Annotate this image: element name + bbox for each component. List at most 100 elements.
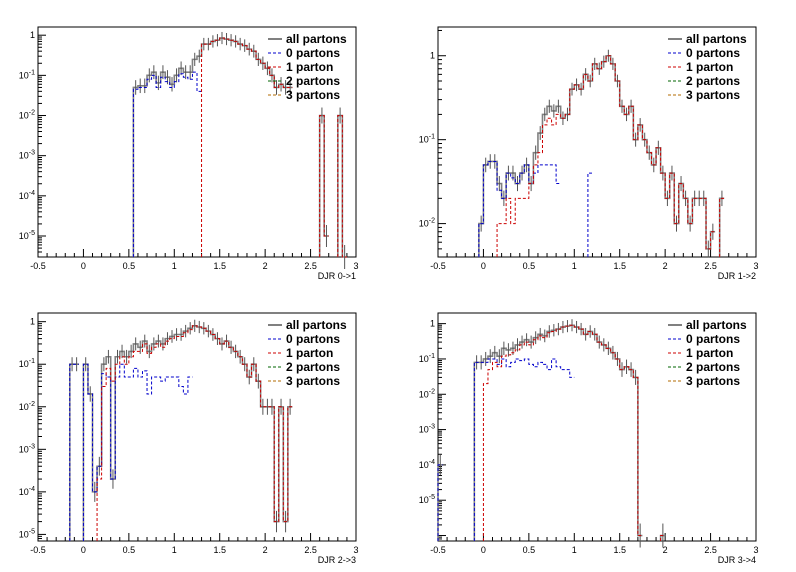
legend-label: 2 partons xyxy=(686,74,740,88)
y-tick-label: 10-5 xyxy=(419,494,435,505)
series-line xyxy=(478,160,593,257)
chart-panel-1: -0.5 0 0.5 1 1.5 2 2.5 3 10-5 10-4 10-3 10-2 10-1 1 DJ… xyxy=(19,26,359,281)
y-tick-label: 10-4 xyxy=(419,459,435,470)
series-line xyxy=(201,37,347,258)
y-tick-label: 10-1 xyxy=(419,353,435,364)
series-1-parton xyxy=(201,37,347,258)
legend-label: 2 partons xyxy=(286,360,340,374)
series-1-parton xyxy=(496,55,725,257)
y-tick-label: 10-2 xyxy=(419,388,435,399)
y-tick-label: 10-4 xyxy=(19,190,35,201)
x-tick-label: 2.5 xyxy=(304,261,317,271)
y-tick-label: 10-2 xyxy=(19,401,35,412)
y-tick-label: 1 xyxy=(30,30,35,40)
legend-label: 0 partons xyxy=(286,332,340,346)
series-0-partons xyxy=(437,358,575,541)
x-tick-label: 3 xyxy=(753,545,758,555)
x-tick-label: 0.5 xyxy=(523,545,536,555)
x-tick-label: 1 xyxy=(172,261,177,271)
plot-frame xyxy=(437,312,757,542)
x-tick-label: 1.5 xyxy=(213,545,226,555)
series-line xyxy=(437,324,666,541)
legend-label: 2 partons xyxy=(686,360,740,374)
series-line xyxy=(69,363,193,541)
legend-label: 0 partons xyxy=(686,332,740,346)
x-tick-label: -0.5 xyxy=(430,261,446,271)
legend-label: 0 partons xyxy=(686,46,740,60)
x-tick-label: 0 xyxy=(481,261,486,271)
legend-label: 1 parton xyxy=(686,60,733,74)
x-tick-label: 3 xyxy=(353,545,358,555)
y-tick-label: 1 xyxy=(430,319,435,329)
chart-panel-4: -0.5 0 0.5 1 1.5 2 2.5 3 10-5 10-4 10-3 10-2 10-1 1 DJ… xyxy=(419,312,759,565)
series-1-parton xyxy=(482,324,666,541)
series-line xyxy=(482,324,666,541)
series-line xyxy=(437,358,575,541)
x-axis-title: DJR 2->3 xyxy=(318,555,356,565)
legend-label: 1 parton xyxy=(286,346,333,360)
series-0-partons xyxy=(69,363,193,541)
y-tick-label: 1 xyxy=(430,51,435,61)
series-line xyxy=(69,325,293,541)
x-tick-label: 1.5 xyxy=(613,545,626,555)
legend-label: all partons xyxy=(286,32,347,46)
x-tick-label: -0.5 xyxy=(430,545,446,555)
series-0-partons xyxy=(478,160,593,257)
x-tick-label: 1.5 xyxy=(213,261,226,271)
x-tick-label: 0.5 xyxy=(123,261,136,271)
x-tick-label: 2 xyxy=(663,545,668,555)
x-tick-label: 2.5 xyxy=(704,261,717,271)
x-tick-label: -0.5 xyxy=(30,545,46,555)
legend-label: 3 partons xyxy=(286,374,340,388)
x-tick-label: 2 xyxy=(663,261,668,271)
y-tick-label: 10-5 xyxy=(19,230,35,241)
series-line xyxy=(496,55,725,257)
legend-label: 3 partons xyxy=(686,374,740,388)
x-tick-label: 0 xyxy=(81,261,86,271)
plot-frame xyxy=(37,26,357,258)
series-0-partons xyxy=(132,71,202,257)
y-tick-label: 10-5 xyxy=(19,528,35,539)
y-tick-label: 10-2 xyxy=(419,218,435,229)
series-1-parton xyxy=(96,325,293,541)
chart-panel-2: -0.5 0 0.5 1 1.5 2 2.5 3 10-2 10-1 1 DJR 1->2 all pa… xyxy=(419,26,759,281)
x-axis-title: DJR 0->1 xyxy=(318,271,356,281)
y-tick-label: 10-4 xyxy=(19,486,35,497)
y-tick-label: 10-1 xyxy=(19,69,35,80)
x-tick-label: 0 xyxy=(481,545,486,555)
y-tick-label: 10-3 xyxy=(419,424,435,435)
series-line xyxy=(132,71,202,257)
series-all-partons xyxy=(437,319,666,548)
x-tick-label: 2.5 xyxy=(704,545,717,555)
x-tick-label: 2 xyxy=(263,545,268,555)
plot-frame xyxy=(37,312,357,542)
legend-label: 0 partons xyxy=(286,46,340,60)
legend-label: 1 parton xyxy=(686,346,733,360)
legend-label: all partons xyxy=(686,32,747,46)
x-tick-label: 0.5 xyxy=(123,545,136,555)
x-tick-label: 3 xyxy=(353,261,358,271)
x-tick-label: -0.5 xyxy=(30,261,46,271)
y-tick-label: 10-3 xyxy=(19,443,35,454)
legend-label: 2 partons xyxy=(286,74,340,88)
legend-label: 3 partons xyxy=(286,88,340,102)
x-axis-title: DJR 1->2 xyxy=(718,271,756,281)
series-all-partons xyxy=(69,319,293,541)
x-tick-label: 0 xyxy=(81,545,86,555)
plot-frame xyxy=(437,26,757,258)
x-tick-label: 1 xyxy=(572,261,577,271)
series-line xyxy=(96,325,293,541)
legend-label: all partons xyxy=(686,318,747,332)
legend-label: all partons xyxy=(286,318,347,332)
y-tick-label: 10-2 xyxy=(19,110,35,121)
y-tick-label: 1 xyxy=(30,317,35,327)
x-tick-label: 1.5 xyxy=(613,261,626,271)
legend-label: 1 parton xyxy=(286,60,333,74)
x-tick-label: 3 xyxy=(753,261,758,271)
y-tick-label: 10-1 xyxy=(19,358,35,369)
y-tick-label: 10-3 xyxy=(19,150,35,161)
x-tick-label: 2 xyxy=(263,261,268,271)
